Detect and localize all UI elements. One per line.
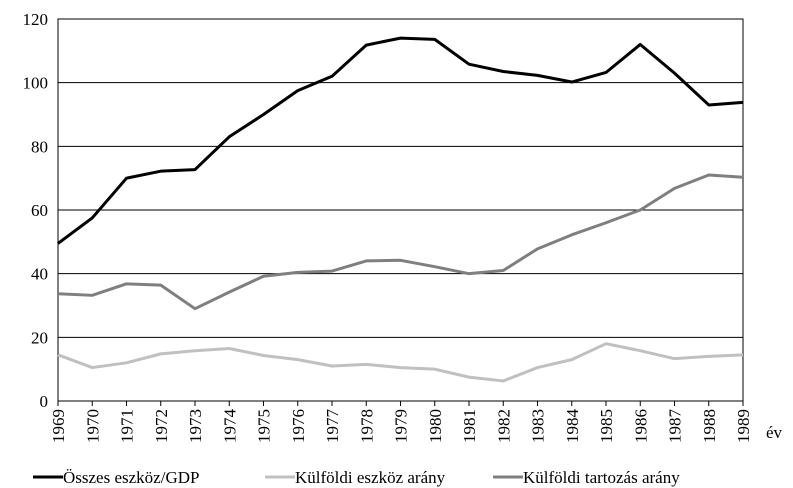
- y-tick-label: 120: [23, 10, 49, 29]
- x-tick-label: 1970: [83, 409, 102, 443]
- y-tick-label: 0: [40, 392, 49, 411]
- y-tick-label: 40: [31, 265, 48, 284]
- legend-label: Összes eszköz/GDP: [63, 468, 199, 487]
- x-tick-label: 1986: [631, 409, 650, 443]
- x-tick-label: 1988: [700, 409, 719, 443]
- x-axis-label: év: [766, 423, 783, 442]
- x-tick-label: 1989: [734, 409, 753, 443]
- series-line: [57, 342, 744, 383]
- y-tick-label: 100: [23, 74, 49, 93]
- x-tick-label: 1974: [220, 409, 239, 444]
- x-tick-label: 1979: [392, 409, 411, 443]
- x-tick-label: 1982: [494, 409, 513, 443]
- x-tick-label: 1972: [152, 409, 171, 443]
- y-tick-label: 80: [31, 137, 48, 156]
- x-tick-label: 1977: [323, 409, 342, 444]
- x-tick-label: 1978: [357, 409, 376, 443]
- x-tick-label: 1973: [186, 409, 205, 443]
- y-tick-label: 20: [31, 328, 48, 347]
- x-tick-label: 1981: [460, 409, 479, 443]
- x-tick-label: 1971: [118, 409, 137, 443]
- x-tick-label: 1985: [597, 409, 616, 443]
- legend-label: Külföldi tartozás arány: [523, 468, 680, 487]
- x-tick-label: 1976: [289, 409, 308, 443]
- legend-label: Külföldi eszköz arány: [295, 468, 446, 487]
- x-tick-label: 1969: [49, 409, 68, 443]
- x-tick-label: 1984: [563, 409, 582, 444]
- series-line: [57, 173, 744, 311]
- x-tick-label: 1983: [529, 409, 548, 443]
- x-tick-label: 1975: [255, 409, 274, 443]
- y-tick-label: 60: [31, 201, 48, 220]
- x-tick-label: 1987: [666, 409, 685, 444]
- series-line: [57, 36, 744, 245]
- x-tick-label: 1980: [426, 409, 445, 443]
